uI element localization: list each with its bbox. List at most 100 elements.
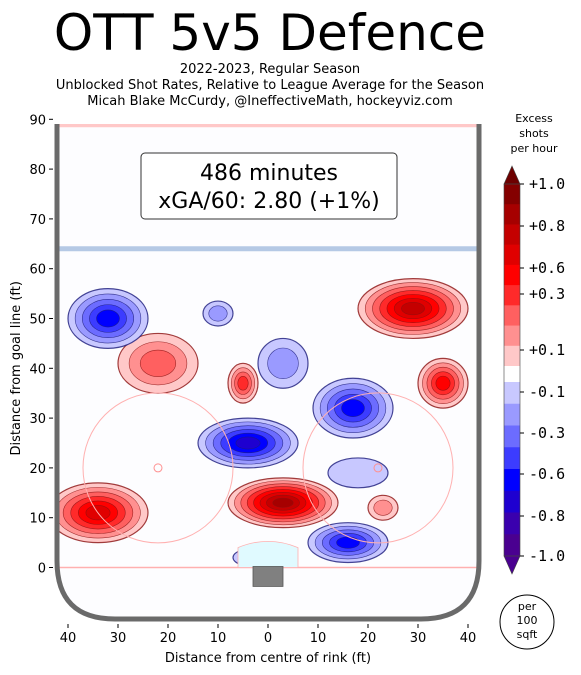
chart-subtitle-author: Micah Blake McCurdy, @IneffectiveMath, h…: [87, 94, 453, 109]
colorbar-segment-positive: [504, 224, 520, 246]
heat-contour-level: [341, 399, 365, 417]
heat-blob: [307, 522, 389, 564]
y-tick-label: 10: [29, 512, 46, 527]
annotation-box: 486 minutes xGA/60: 2.80 (+1%): [140, 152, 398, 220]
chart-subtitle-description: Unblocked Shot Rates, Relative to League…: [55, 78, 485, 93]
colorbar-tick-label: +0.1: [529, 341, 565, 359]
heat-contour-level: [272, 497, 294, 508]
colorbar-tick-label: +0.8: [529, 217, 565, 235]
y-tick-label: 0: [38, 562, 46, 577]
annotation-frame: [140, 152, 398, 220]
x-tick-label: 30: [410, 631, 427, 646]
y-axis-label: Distance from goal line (ft): [9, 281, 24, 455]
colorbar-tick-label: -0.6: [529, 465, 565, 483]
x-tick-label: 10: [310, 631, 327, 646]
colorbar-max-arrow: [503, 165, 521, 185]
unit-badge-line: 100: [517, 614, 538, 627]
colorbar-tick-label: -1.0: [529, 547, 565, 565]
heat-contour-level: [373, 499, 393, 516]
colorbar-title-line: per hour: [511, 142, 558, 155]
colorbar-segment-negative: [504, 403, 520, 426]
chart-subtitle-season: 2022-2023, Regular Season: [179, 62, 361, 77]
colorbar-segment-positive: [504, 305, 520, 327]
colorbar-segment-negative: [504, 534, 520, 557]
y-tick-label: 60: [29, 263, 46, 278]
goal-net: [252, 566, 284, 587]
rink-boards: [54, 124, 482, 622]
faceoff-dot-left: [153, 463, 163, 473]
colorbar-segment-negative: [504, 382, 520, 405]
colorbar-segment-positive: [504, 184, 520, 205]
colorbar-tick-label: +0.6: [529, 259, 565, 277]
colorbar-min-arrow: [503, 555, 521, 575]
colorbar-segment-negative: [504, 512, 520, 535]
heat-blob: [367, 494, 399, 521]
y-tick-label: 20: [29, 462, 46, 477]
colorbar-segment-negative: [504, 447, 520, 470]
heat-contour-level: [139, 349, 177, 377]
colorbar-segment-positive: [504, 264, 520, 286]
colorbar-segment-positive: [504, 244, 520, 266]
annotation-minutes: 486 minutes: [200, 161, 338, 186]
heat-blob: [417, 357, 469, 409]
colorbar-title-line: Excess: [515, 112, 553, 125]
y-tick-label: 80: [29, 163, 46, 178]
faceoff-circle-right: [302, 392, 454, 544]
colorbar-title-line: shots: [519, 127, 549, 140]
x-tick-label: 10: [210, 631, 227, 646]
heat-contour-level: [208, 305, 228, 322]
heat-contour-level: [267, 347, 299, 379]
heat-blob: [227, 477, 339, 529]
heat-blob: [327, 457, 389, 489]
faceoff-dot-right: [373, 463, 383, 473]
heat-contour-level: [237, 376, 249, 391]
colorbar-segment-negative: [504, 469, 520, 492]
colorbar-segment-positive: [504, 345, 520, 367]
x-tick-label: 20: [360, 631, 377, 646]
heat-blob: [202, 300, 234, 327]
heat-contour-level: [235, 436, 261, 450]
heat-blob: [197, 417, 299, 469]
colorbar-tick-label: -0.1: [529, 383, 565, 401]
faceoff-circle-left: [82, 392, 234, 544]
x-tick-label: 40: [460, 631, 477, 646]
x-tick-label: 20: [160, 631, 177, 646]
heat-contour-level: [336, 536, 360, 549]
x-tick-label: 0: [264, 631, 272, 646]
colorbar-segment-negative: [504, 490, 520, 513]
colorbar-segment-neutral: [504, 366, 520, 382]
chart-title: OTT 5v5 Defence: [53, 4, 487, 62]
y-tick-label: 90: [29, 113, 46, 128]
goal-crease: [237, 540, 299, 568]
colorbar-tick-label: -0.3: [529, 424, 565, 442]
colorbar-frame: [503, 183, 521, 557]
colorbar-tick-label: -0.8: [529, 507, 565, 525]
heat-blob: [67, 288, 149, 349]
heat-contour-level: [435, 375, 451, 391]
annotation-xga: xGA/60: 2.80 (+1%): [158, 189, 379, 214]
heat-blob: [357, 278, 469, 340]
colorbar-tick-label: +1.0: [529, 175, 565, 193]
rink-markings: [57, 124, 479, 587]
x-axis-label: Distance from centre of rink (ft): [165, 651, 371, 666]
heat-blob: [227, 362, 259, 404]
x-tick-label: 40: [60, 631, 77, 646]
heat-contour-level: [96, 309, 120, 328]
y-tick-label: 50: [29, 313, 46, 328]
colorbar-segment-positive: [504, 204, 520, 225]
colorbar-segment-positive: [504, 325, 520, 347]
heat-blob: [257, 337, 309, 389]
unit-badge-line: sqft: [517, 628, 538, 641]
y-tick-label: 40: [29, 362, 46, 377]
unit-badge-circle: [499, 594, 555, 650]
heat-blob: [117, 332, 199, 394]
colorbar-segment-negative: [504, 425, 520, 448]
heat-contour-level: [327, 457, 389, 489]
heat-blob: [312, 377, 394, 439]
y-tick-label: 70: [29, 213, 46, 228]
colorbar-tick-label: +0.3: [529, 285, 565, 303]
heat-contour-level: [401, 301, 425, 316]
y-tick-label: 30: [29, 412, 46, 427]
